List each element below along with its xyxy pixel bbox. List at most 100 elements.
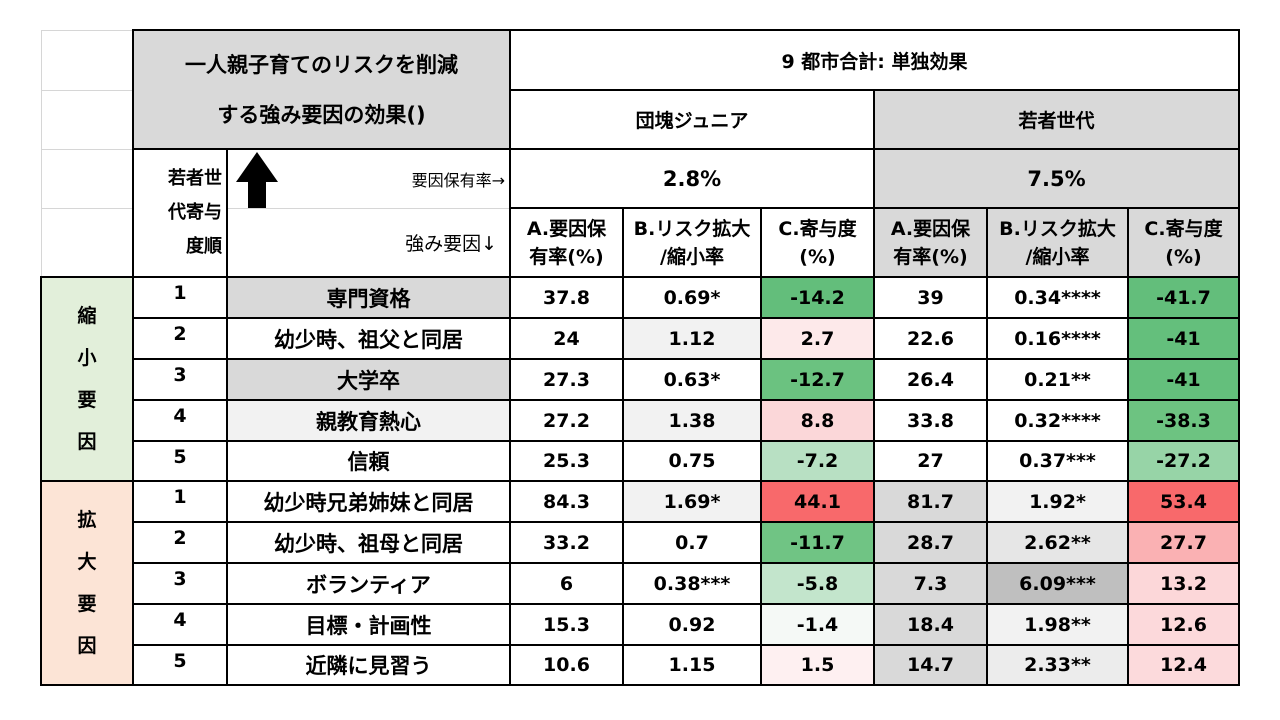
rank-cell: 5: [132, 440, 228, 482]
col-header-dankai-a: A.要因保 有率(%): [509, 207, 624, 278]
factor-cell: 幼少時兄弟姉妹と同居: [226, 480, 511, 523]
strength-factor-label: 強み要因↓: [405, 232, 497, 255]
dankai-c-cell: -14.2: [760, 276, 875, 319]
dankai-a-cell: 33.2: [509, 521, 624, 564]
rank-cell: 5: [132, 644, 228, 686]
wakamono-a-cell: 26.4: [873, 358, 988, 401]
blank-cell: [40, 89, 134, 150]
rank-header-line3: 度順: [186, 236, 222, 257]
table-row: 4 親教育熱心 27.2 1.38 8.8 33.8 0.32**** -38.3: [41, 399, 1240, 442]
table-row: 拡大要因 1 幼少時兄弟姉妹と同居 84.3 1.69* 44.1 81.7 1.92* 53.…: [40, 480, 1240, 686]
wakamono-a-cell: 14.7: [873, 644, 988, 686]
wakamono-b-cell: 2.33**: [986, 644, 1129, 686]
table-row: 3 ボランティア 6 0.38*** -5.8 7.3 6.09*** 13.2: [41, 562, 1240, 605]
strength-factor-label-cell: 強み要因↓: [226, 208, 511, 278]
section-char: 拡: [77, 509, 97, 531]
wakamono-b-cell: 0.16****: [986, 317, 1129, 360]
table-row: 2 幼少時、祖父と同居 24 1.12 2.7 22.6 0.16**** -41: [41, 317, 1240, 360]
rank-cell: 2: [132, 521, 228, 564]
arrow-up-icon: [236, 152, 278, 207]
dankai-c-cell: -11.7: [760, 521, 875, 564]
wakamono-c-cell: 53.4: [1127, 480, 1240, 523]
rank-cell: 4: [132, 399, 228, 442]
wakamono-b-cell: 6.09***: [986, 562, 1129, 605]
table-title-line1: 一人親子育てのリスクを削減: [185, 52, 458, 77]
factor-cell: 大学卒: [226, 358, 511, 401]
rank-header: 若者世 代寄与 度順: [132, 148, 228, 278]
factor-cell: 幼少時、祖父と同居: [226, 317, 511, 360]
dankai-b-cell: 0.92: [622, 603, 762, 646]
section-char: 要: [77, 593, 97, 615]
table-row: 2 幼少時、祖母と同居 33.2 0.7 -11.7 28.7 2.62** 27.7: [41, 521, 1240, 564]
dankai-b-cell: 1.12: [622, 317, 762, 360]
col-header-wakamono-a: A.要因保 有率(%): [873, 207, 988, 278]
wakamono-a-cell: 7.3: [873, 562, 988, 605]
dankai-a-cell: 84.3: [509, 480, 624, 523]
dankai-b-cell: 0.7: [622, 521, 762, 564]
blank-cell: [40, 29, 134, 91]
col-header-dankai-c: C.寄与度 (%): [760, 207, 875, 278]
dankai-b-cell: 1.69*: [622, 480, 762, 523]
factor-rate-label-cell: 要因保有率→: [226, 148, 511, 209]
factor-cell: 幼少時、祖母と同居: [226, 521, 511, 564]
factor-cell: 信頼: [226, 440, 511, 482]
section-char: 小: [77, 347, 97, 369]
wakamono-c-cell: -38.3: [1127, 399, 1240, 442]
section-char: 大: [77, 551, 97, 573]
wakamono-a-cell: 33.8: [873, 399, 988, 442]
table-row: 4 目標・計画性 15.3 0.92 -1.4 18.4 1.98** 12.6: [41, 603, 1240, 646]
dankai-c-cell: -1.4: [760, 603, 875, 646]
wakamono-b-cell: 1.98**: [986, 603, 1129, 646]
wakamono-c-cell: 12.4: [1127, 644, 1240, 686]
wakamono-a-cell: 18.4: [873, 603, 988, 646]
table-title: 一人親子育てのリスクを削減 する強み要因の効果(): [132, 29, 511, 150]
rank-cell: 2: [132, 317, 228, 360]
dankai-a-cell: 25.3: [509, 440, 624, 482]
rank-cell: 1: [132, 480, 228, 523]
wakamono-c-cell: -41: [1127, 358, 1240, 401]
wakamono-c-cell: -27.2: [1127, 440, 1240, 482]
wakamono-b-cell: 2.62**: [986, 521, 1129, 564]
blank-cell: [40, 148, 134, 209]
col-header-wakamono-b: B.リスク拡大/縮小率: [986, 207, 1129, 278]
dankai-b-cell: 0.75: [622, 440, 762, 482]
wakamono-b-cell: 1.92*: [986, 480, 1129, 523]
table-row: 3 大学卒 27.3 0.63* -12.7 26.4 0.21** -41: [41, 358, 1240, 401]
rank-header-line2: 代寄与: [168, 202, 222, 223]
section-label-shrink: 縮小要因: [40, 276, 134, 482]
dankai-a-cell: 24: [509, 317, 624, 360]
wakamono-c-cell: 27.7: [1127, 521, 1240, 564]
table-row: 5 近隣に見習う 10.6 1.15 1.5 14.7 2.33** 12.4: [41, 644, 1240, 686]
dankai-c-cell: 2.7: [760, 317, 875, 360]
group-header-dankai: 団塊ジュニア: [509, 89, 875, 150]
wakamono-a-cell: 22.6: [873, 317, 988, 360]
section-label-expand: 拡大要因: [40, 480, 134, 686]
dankai-a-cell: 27.3: [509, 358, 624, 401]
wakamono-c-cell: 13.2: [1127, 562, 1240, 605]
wakamono-b-cell: 0.32****: [986, 399, 1129, 442]
rank-cell: 3: [132, 358, 228, 401]
wakamono-c-cell: -41.7: [1127, 276, 1240, 319]
section-char: 縮: [77, 305, 97, 327]
rank-header-line1: 若者世: [168, 168, 222, 189]
col-header-dankai-b: B.リスク拡大/縮小率: [622, 207, 762, 278]
wakamono-a-cell: 27: [873, 440, 988, 482]
dankai-b-cell: 0.63*: [622, 358, 762, 401]
dankai-a-cell: 27.2: [509, 399, 624, 442]
wakamono-a-cell: 39: [873, 276, 988, 319]
wakamono-c-cell: -41: [1127, 317, 1240, 360]
wakamono-b-cell: 0.34****: [986, 276, 1129, 319]
factor-cell: 親教育熱心: [226, 399, 511, 442]
overall-rate-wakamono: 7.5%: [873, 148, 1240, 209]
wakamono-b-cell: 0.37***: [986, 440, 1129, 482]
rank-cell: 3: [132, 562, 228, 605]
wakamono-b-cell: 0.21**: [986, 358, 1129, 401]
section-char: 要: [77, 389, 97, 411]
dankai-b-cell: 1.15: [622, 644, 762, 686]
factor-rate-label: 要因保有率→: [411, 170, 505, 190]
dankai-a-cell: 37.8: [509, 276, 624, 319]
scope-header: 9 都市合計: 単独効果: [509, 29, 1240, 91]
rank-cell: 1: [132, 276, 228, 319]
blank-cell: [40, 207, 134, 278]
dankai-c-cell: -12.7: [760, 358, 875, 401]
